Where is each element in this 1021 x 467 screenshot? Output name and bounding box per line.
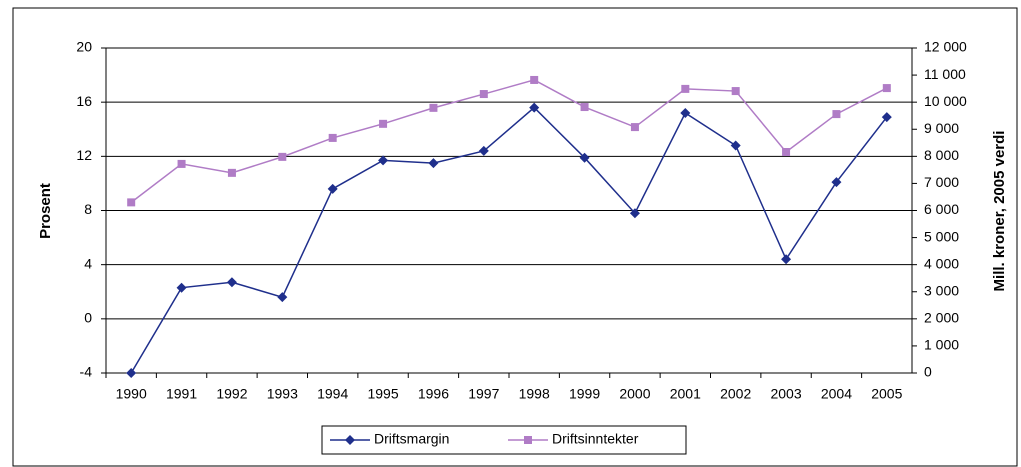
y-tick-label: 20 (76, 39, 92, 55)
marker (681, 84, 690, 93)
marker (530, 75, 539, 84)
legend-label: Driftsinntekter (552, 431, 639, 447)
legend-marker (524, 436, 532, 444)
x-tick-label: 2001 (670, 386, 701, 402)
y2-axis-label: Mill. kroner, 2005 verdi (991, 131, 1008, 292)
y2-tick-label: 10 000 (924, 93, 967, 109)
y2-tick-label: 11 000 (924, 66, 966, 82)
x-tick-label: 1993 (267, 386, 298, 402)
y-tick-label: -4 (80, 364, 93, 380)
x-tick-label: 1999 (569, 386, 600, 402)
x-tick-label: 1992 (216, 386, 247, 402)
marker (278, 152, 287, 161)
marker (177, 159, 186, 168)
marker (328, 133, 337, 142)
y-tick-label: 0 (84, 310, 92, 326)
marker (176, 282, 187, 293)
marker (327, 183, 338, 194)
x-tick-label: 1990 (116, 386, 147, 402)
y-tick-label: 12 (76, 147, 92, 163)
y2-tick-label: 12 000 (924, 39, 967, 55)
x-tick-label: 1996 (418, 386, 449, 402)
marker (429, 103, 438, 112)
y-tick-label: 8 (84, 201, 92, 217)
legend: Driftsmargin Driftsinntekter (321, 425, 687, 455)
marker (782, 148, 791, 156)
marker (580, 103, 589, 112)
legend-marker (345, 435, 355, 445)
marker (529, 102, 540, 113)
y2-tick-label: 8 000 (924, 147, 959, 163)
x-tick-label: 1998 (519, 386, 550, 402)
marker (579, 152, 590, 163)
y2-tick-label: 7 000 (924, 174, 959, 190)
x-tick-label: 1991 (166, 386, 197, 402)
y-axis-label: Prosent (37, 183, 54, 239)
series-line (130, 106, 888, 374)
marker (277, 292, 288, 303)
y2-tick-label: 0 (924, 364, 932, 380)
legend-label: Driftsmargin (374, 431, 449, 447)
marker (730, 140, 741, 151)
y2-tick-label: 5 000 (924, 228, 959, 244)
marker (680, 108, 691, 118)
x-tick-label: 2004 (821, 386, 852, 402)
marker (630, 123, 639, 132)
y2-tick-label: 4 000 (924, 255, 959, 271)
x-tick-label: 2002 (720, 386, 751, 402)
legend-box (321, 425, 687, 455)
y2-tick-label: 2 000 (924, 310, 959, 326)
marker (226, 277, 237, 288)
marker (127, 198, 136, 207)
series-line (130, 79, 888, 203)
y-tick-label: 16 (76, 93, 92, 109)
marker (731, 87, 740, 96)
marker (781, 254, 792, 265)
x-tick-label: 1994 (317, 386, 348, 402)
marker (379, 119, 388, 128)
marker (629, 208, 640, 219)
x-tick-label: 1995 (367, 386, 398, 402)
marker (832, 110, 841, 119)
y2-tick-label: 6 000 (924, 201, 959, 217)
marker (428, 158, 439, 169)
marker (881, 112, 892, 123)
y-tick-label: 4 (84, 255, 92, 271)
marker (479, 90, 488, 99)
y2-tick-label: 3 000 (924, 282, 959, 298)
x-tick-label: 2000 (619, 386, 650, 402)
x-tick-label: 2005 (871, 386, 902, 402)
y2-tick-label: 9 000 (924, 120, 959, 136)
marker (882, 84, 891, 93)
marker (126, 368, 137, 378)
marker (227, 168, 236, 177)
marker (831, 177, 842, 188)
marker (378, 155, 389, 166)
x-tick-label: 2003 (770, 386, 801, 402)
y2-tick-label: 1 000 (924, 337, 959, 353)
marker (478, 145, 489, 156)
x-tick-label: 1997 (468, 386, 499, 402)
chart-frame (12, 7, 1018, 467)
